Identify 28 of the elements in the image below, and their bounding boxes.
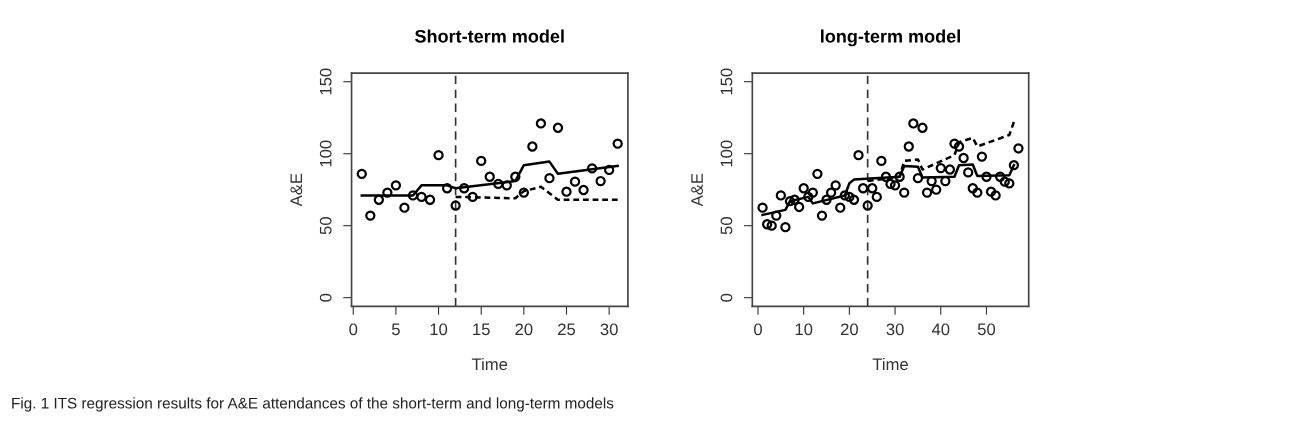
caption: Fig. 1 ITS regression results for A&E attendances of the short-term and long-term models: [12, 397, 614, 412]
x-tick-label: 30: [600, 323, 618, 336]
y-axis-title: A&E: [691, 173, 703, 207]
y-tick-label: 50: [319, 217, 332, 235]
x-tick-label: 0: [754, 323, 762, 336]
y-tick-label: 100: [319, 140, 332, 167]
y-tick-label: 100: [720, 140, 733, 167]
x-tick-label: 15: [473, 323, 490, 336]
chart-title: long-term model: [821, 29, 960, 47]
x-tick-label: 25: [558, 323, 576, 336]
y-tick-label: 150: [720, 68, 733, 95]
x-axis-title: Time: [872, 357, 908, 371]
y-tick-label: 50: [720, 217, 733, 235]
y-tick-label: 0: [720, 293, 733, 302]
x-tick-label: 10: [795, 323, 813, 336]
x-tick-label: 10: [430, 323, 448, 336]
x-tick-label: 20: [515, 323, 533, 336]
x-axis-title: Time: [471, 357, 508, 371]
x-tick-label: 40: [931, 323, 950, 336]
y-axis-title: A&E: [290, 173, 303, 207]
x-tick-label: 20: [840, 323, 858, 336]
y-tick-label: 0: [319, 293, 332, 302]
x-tick-label: 30: [886, 323, 904, 336]
x-tick-label: 0: [349, 323, 358, 336]
y-tick-label: 150: [319, 68, 332, 95]
x-tick-label: 5: [391, 323, 400, 336]
chart-title: Short-term model: [415, 29, 564, 43]
x-tick-label: 50: [977, 323, 996, 336]
